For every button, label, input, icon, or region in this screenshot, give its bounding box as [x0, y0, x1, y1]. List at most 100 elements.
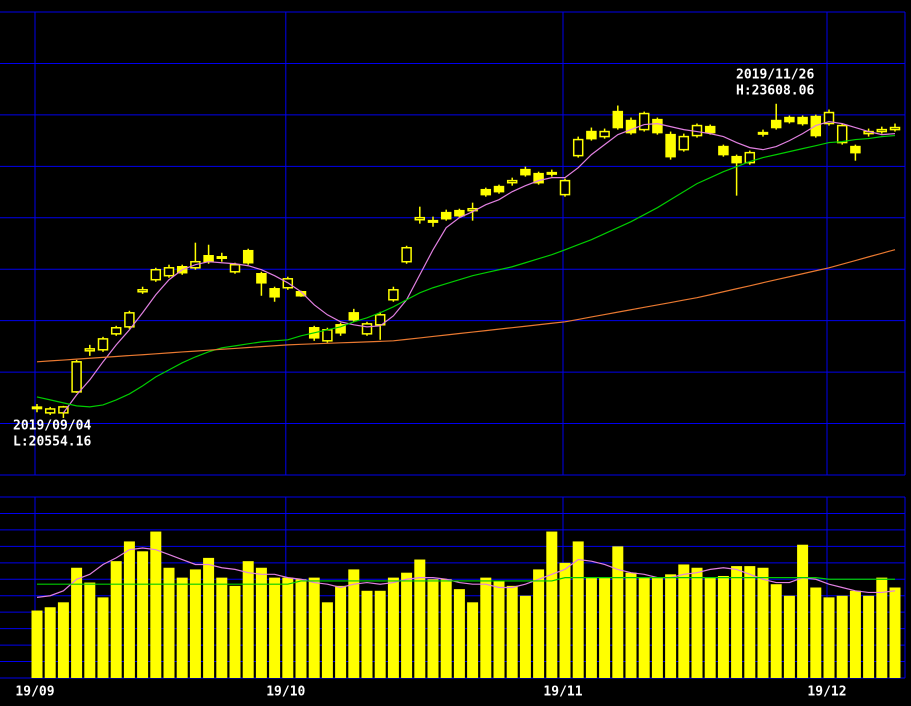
candle-body [586, 130, 597, 140]
candle-body [203, 254, 214, 263]
candle-body [348, 312, 360, 321]
ma-line [36, 134, 896, 408]
annotation: 2019/09/04 [13, 419, 91, 434]
x-tick-label: 19/11 [543, 685, 582, 700]
candle-body [612, 110, 624, 129]
volume-bar [229, 585, 241, 678]
ma-line [37, 577, 895, 585]
volume-bar [216, 577, 228, 678]
volume-bar [401, 572, 413, 678]
volume-bar [863, 595, 875, 678]
annotation: 2019/11/26 [736, 68, 814, 83]
volume-bar [559, 562, 571, 678]
candle-body [137, 289, 148, 293]
volume-bar [506, 585, 518, 678]
candle-body [797, 116, 808, 125]
volume-bar [876, 577, 888, 678]
volume-bar [242, 561, 254, 678]
candle-body [414, 216, 426, 221]
volume-bar [849, 590, 861, 678]
candle-body [784, 116, 795, 123]
volume-bar [757, 567, 769, 678]
volume-bar [783, 595, 795, 678]
volume-bar [519, 595, 531, 678]
candle-body [559, 179, 571, 196]
volume-bar [651, 577, 663, 678]
volume-bar [731, 566, 743, 678]
volume-bar [453, 589, 465, 678]
candle-body [401, 246, 412, 263]
candle-body [454, 209, 465, 217]
volume-bar [585, 577, 597, 678]
candle-body [427, 219, 439, 223]
x-tick-label: 19/09 [15, 685, 54, 700]
candle-body [256, 272, 267, 284]
volume-bar [123, 541, 135, 678]
candle-body [823, 111, 835, 125]
candle-body [163, 267, 175, 277]
volume-bar [44, 607, 56, 678]
volume-bar [176, 577, 188, 678]
volume-bar [137, 551, 149, 678]
candle-body [678, 135, 690, 151]
candle-body [718, 145, 729, 156]
volume-bar [295, 579, 307, 678]
candle-body [97, 338, 109, 351]
candle-body [44, 408, 56, 414]
volume-bar [546, 531, 558, 678]
candle-body [229, 263, 241, 273]
candle-body [770, 119, 782, 129]
candle-body [533, 172, 544, 184]
volume-bar [269, 577, 281, 678]
candle-body [731, 155, 742, 164]
candle-body [242, 249, 254, 264]
volume-bar [744, 566, 756, 678]
candle-body [850, 145, 861, 154]
volume-bar [110, 561, 122, 678]
candle-body [757, 131, 769, 135]
candle-body [506, 179, 518, 184]
candle-body [876, 128, 888, 133]
x-tick-label: 19/10 [266, 685, 305, 700]
candle-body [480, 188, 492, 196]
volume-bar [308, 577, 320, 678]
volume-bar [361, 590, 373, 678]
volume-bar [414, 559, 426, 678]
candle-body [625, 119, 637, 134]
volume-bar [57, 602, 69, 678]
volume-bar [150, 531, 162, 678]
volume-bar [638, 577, 650, 678]
volume-bar [770, 584, 782, 678]
volume-bar [84, 582, 96, 678]
volume-bar [823, 597, 835, 678]
volume-bar [335, 585, 347, 678]
ma-line [62, 120, 896, 414]
candle-body [599, 130, 610, 138]
candle-body [744, 151, 756, 164]
candle-body [493, 185, 505, 193]
candle-body [216, 256, 228, 260]
volume-bar [612, 546, 624, 678]
volume-bar [97, 597, 109, 678]
volume-bar [704, 577, 716, 678]
volume-bar [493, 580, 505, 678]
volume-bar [203, 557, 215, 678]
volume-bar [572, 541, 584, 678]
volume-bar [163, 567, 175, 678]
candle-body [704, 125, 716, 134]
volume-bar [533, 569, 545, 678]
volume-bar [321, 602, 333, 678]
volume-bar [440, 579, 452, 678]
volume-bar [31, 610, 43, 678]
volume-bar [599, 577, 611, 678]
candle-body [440, 211, 452, 220]
volume-bar [387, 577, 399, 678]
candle-body [546, 171, 558, 175]
volume-bar [625, 572, 637, 678]
candle-body [269, 288, 280, 298]
volume-bar [717, 575, 729, 678]
candle-body [124, 312, 135, 328]
ma-line [36, 547, 896, 598]
volume-bar [427, 579, 439, 678]
